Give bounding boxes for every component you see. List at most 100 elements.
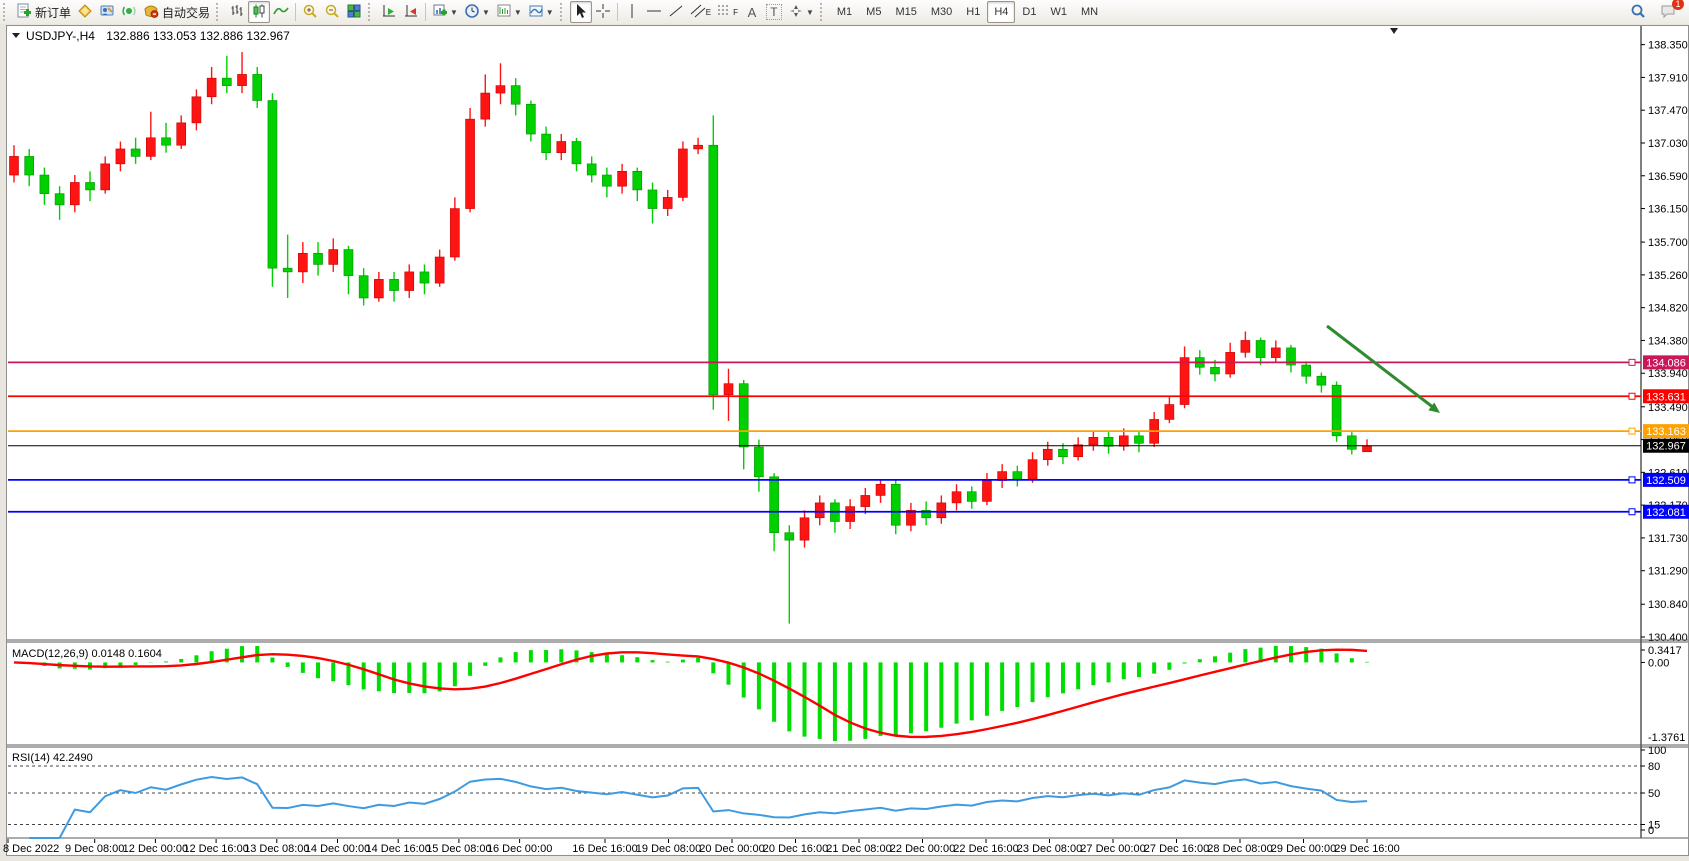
timeframe-m5[interactable]: M5 xyxy=(866,6,882,18)
svg-text:134.380: 134.380 xyxy=(1648,335,1688,347)
chart-autoscroll-button[interactable] xyxy=(378,1,400,23)
notifications-button[interactable]: 1 xyxy=(1657,0,1684,23)
timeframe-w1[interactable]: W1 xyxy=(1050,6,1067,18)
svg-text:100: 100 xyxy=(1648,745,1666,757)
time-axis-label: 27 Dec 00:00 xyxy=(1080,843,1145,855)
candle xyxy=(1331,384,1342,437)
timeframe-mn[interactable]: MN xyxy=(1080,6,1099,18)
time-axis-label: 28 Dec 08:00 xyxy=(1207,843,1272,855)
candle xyxy=(85,182,95,191)
candle xyxy=(343,249,354,276)
candle xyxy=(571,141,582,165)
time-axis-label: 29 Dec 00:00 xyxy=(1271,843,1336,855)
time-axis-label: 27 Dec 16:00 xyxy=(1144,843,1209,855)
candle xyxy=(814,502,825,519)
svg-text:50: 50 xyxy=(1648,788,1660,800)
signal-button[interactable] xyxy=(118,1,140,23)
candle xyxy=(298,252,308,273)
candle xyxy=(480,92,491,120)
period-button[interactable]: ▼ xyxy=(461,1,493,23)
zoom-out-button[interactable] xyxy=(321,1,343,23)
dropdown-arrow-icon: ▼ xyxy=(450,7,458,17)
dropdown-arrow-icon: ▼ xyxy=(513,7,522,17)
svg-text:136.590: 136.590 xyxy=(1648,171,1688,183)
timeframe-h1[interactable]: H1 xyxy=(966,6,981,18)
signal-icon xyxy=(121,3,137,22)
svg-text:138.350: 138.350 xyxy=(1648,40,1688,52)
new-order-button[interactable]: 新订单 xyxy=(13,1,74,23)
candle xyxy=(1362,445,1372,453)
indicators-icon xyxy=(496,3,512,22)
search-button[interactable] xyxy=(1627,1,1649,23)
candle xyxy=(723,383,734,396)
text-tool-button[interactable]: A xyxy=(741,1,763,23)
crosshair-tool-button[interactable] xyxy=(592,1,614,23)
chart-bars-button[interactable] xyxy=(226,1,248,23)
candle xyxy=(419,271,430,284)
svg-text:15: 15 xyxy=(1648,820,1660,832)
chart-candles-button[interactable] xyxy=(248,1,271,23)
candle xyxy=(921,510,931,519)
candle xyxy=(1012,471,1023,480)
label-tool-button[interactable]: T xyxy=(763,1,785,23)
new-chart-button[interactable]: ▼ xyxy=(429,1,461,23)
timeframe-m30[interactable]: M30 xyxy=(930,6,953,18)
rsi-pane[interactable]: 100 80 50 150 xyxy=(8,745,1666,839)
candle xyxy=(1286,347,1296,366)
dropdown-arrow-icon: ▼ xyxy=(805,7,814,17)
bar-chart-icon xyxy=(229,3,245,22)
market-watch-button[interactable] xyxy=(96,1,118,23)
candle xyxy=(845,506,855,522)
candle xyxy=(1073,444,1083,457)
candle xyxy=(541,133,551,153)
channel-tool-button[interactable]: E xyxy=(687,1,714,23)
fibonacci-tool-button[interactable]: F xyxy=(714,1,741,23)
zoom-in-button[interactable] xyxy=(299,1,321,23)
vline-tool-button[interactable] xyxy=(621,1,643,23)
chart-shift-marker[interactable] xyxy=(1390,28,1398,34)
cursor-tool-button[interactable] xyxy=(569,1,592,23)
candle xyxy=(450,208,460,258)
timeframe-d1[interactable]: D1 xyxy=(1022,6,1037,18)
candle xyxy=(1316,375,1327,386)
candle xyxy=(647,189,658,209)
timeframe-h4[interactable]: H4 xyxy=(987,1,1016,23)
candle xyxy=(9,156,19,176)
candle xyxy=(966,491,977,502)
candle xyxy=(890,483,901,526)
templates-button[interactable]: ▼ xyxy=(525,1,557,23)
candle xyxy=(206,77,217,98)
time-axis-label: 14 Dec 00:00 xyxy=(305,843,370,855)
tile-windows-button[interactable] xyxy=(343,1,365,23)
svg-text:130.840: 130.840 xyxy=(1648,599,1688,611)
indicators-button[interactable]: ▼ xyxy=(493,1,525,23)
timeframe-m1[interactable]: M1 xyxy=(836,6,853,18)
candle xyxy=(556,141,567,153)
svg-text:133.490: 133.490 xyxy=(1648,402,1688,414)
hline-tool-button[interactable] xyxy=(643,1,665,23)
time-axis-label: 22 Dec 00:00 xyxy=(890,843,955,855)
window-menu-icon[interactable] xyxy=(12,33,20,38)
time-axis-label: 21 Dec 08:00 xyxy=(826,843,891,855)
auto-trading-button[interactable]: 自动交易 xyxy=(140,1,213,23)
candle xyxy=(146,137,156,157)
rsi-label: RSI(14) 42.2490 xyxy=(12,752,93,764)
svg-text:137.470: 137.470 xyxy=(1648,105,1688,117)
trendline-tool-button[interactable] xyxy=(665,1,687,23)
zoom-in-icon xyxy=(302,3,318,22)
candle xyxy=(662,197,673,209)
svg-text:133.631: 133.631 xyxy=(1646,391,1686,403)
quotes-button[interactable] xyxy=(74,1,96,23)
chart-shift-button[interactable] xyxy=(400,1,422,23)
chart-window[interactable]: USDJPY-,H4 132.886 133.053 132.886 132.9… xyxy=(0,24,1689,861)
annotation-arrow[interactable] xyxy=(1326,324,1440,413)
templates-icon xyxy=(528,3,544,22)
chart-line-button[interactable] xyxy=(270,1,292,23)
auto-trading-label: 自动交易 xyxy=(162,5,211,20)
timeframe-m15[interactable]: M15 xyxy=(895,6,917,18)
svg-text:132.967: 132.967 xyxy=(1646,441,1686,453)
arrows-tool-button[interactable]: ▼ xyxy=(785,1,817,23)
symbol-period-label: USDJPY-,H4 xyxy=(26,29,95,43)
